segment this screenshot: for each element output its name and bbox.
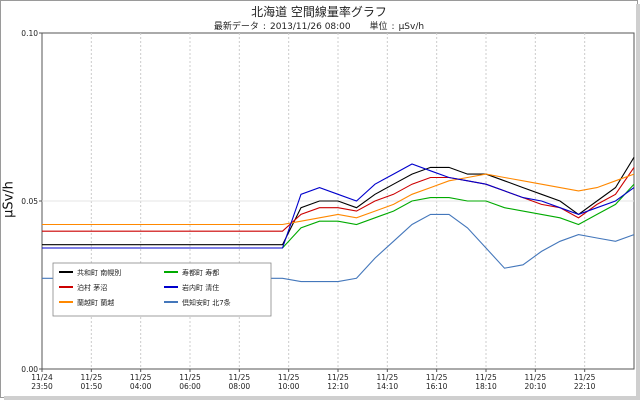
- chart-title: 北海道 空間線量率グラフ: [251, 5, 387, 19]
- x-tick-time: 10:00: [278, 382, 300, 391]
- legend-label: 寿都町 寿都: [182, 268, 219, 277]
- x-tick-time: 04:00: [130, 382, 152, 391]
- x-tick-date: 11/25: [229, 373, 251, 382]
- subtitle-prefix: 最新データ: [213, 22, 259, 32]
- x-tick-time: 08:00: [229, 382, 251, 391]
- legend-label: 泊村 茅沼: [77, 283, 107, 292]
- x-tick-time: 12:10: [327, 382, 349, 391]
- unit-prefix: 単位: [369, 22, 388, 32]
- x-tick-date: 11/25: [377, 373, 399, 382]
- x-tick-time: 01:50: [81, 382, 103, 391]
- legend-box: [52, 262, 272, 317]
- x-tick-time: 14:10: [377, 382, 399, 391]
- x-tick-date: 11/25: [426, 373, 448, 382]
- x-tick-date: 11/25: [327, 373, 349, 382]
- x-tick-date: 11/25: [179, 373, 201, 382]
- legend-label: 岩内町 清住: [182, 283, 219, 292]
- x-tick-time: 16:10: [426, 382, 448, 391]
- x-tick-date: 11/25: [130, 373, 152, 382]
- x-tick-date: 11/25: [574, 373, 596, 382]
- legend-label: 倶知安町 北7条: [182, 298, 231, 307]
- series-line-1: [42, 157, 635, 246]
- x-tick-time: 22:10: [574, 382, 596, 391]
- chart-subtitle: 最新データ:2013/11/26 08:00 単位: μSv/h: [213, 22, 425, 32]
- frame-shadow-bottom: [4, 396, 640, 400]
- latest-time: 2013/11/26 08:00: [269, 22, 351, 32]
- legend-label: 蘭越町 蘭越: [77, 298, 114, 307]
- x-tick-date: 11/25: [525, 373, 547, 382]
- frame-shadow-right: [636, 4, 640, 400]
- series-line-2: [42, 167, 635, 232]
- x-tick-date: 11/25: [81, 373, 103, 382]
- series-line-5: [42, 163, 635, 249]
- x-tick-date: 11/24: [31, 373, 53, 382]
- x-tick-time: 18:10: [475, 382, 497, 391]
- y-tick-label: 0.00: [21, 365, 38, 374]
- y-tick-label: 0.05: [21, 197, 38, 206]
- x-tick-time: 06:00: [179, 382, 201, 391]
- x-tick-time: 20:10: [525, 382, 547, 391]
- x-tick-time: 23:50: [31, 382, 53, 391]
- x-tick-date: 11/25: [278, 373, 300, 382]
- legend-label: 共和町 南幌別: [77, 268, 121, 277]
- y-tick-label: 0.10: [21, 29, 38, 38]
- x-tick-date: 11/25: [475, 373, 497, 382]
- unit-text: μSv/h: [398, 22, 425, 32]
- series-line-3: [42, 173, 635, 226]
